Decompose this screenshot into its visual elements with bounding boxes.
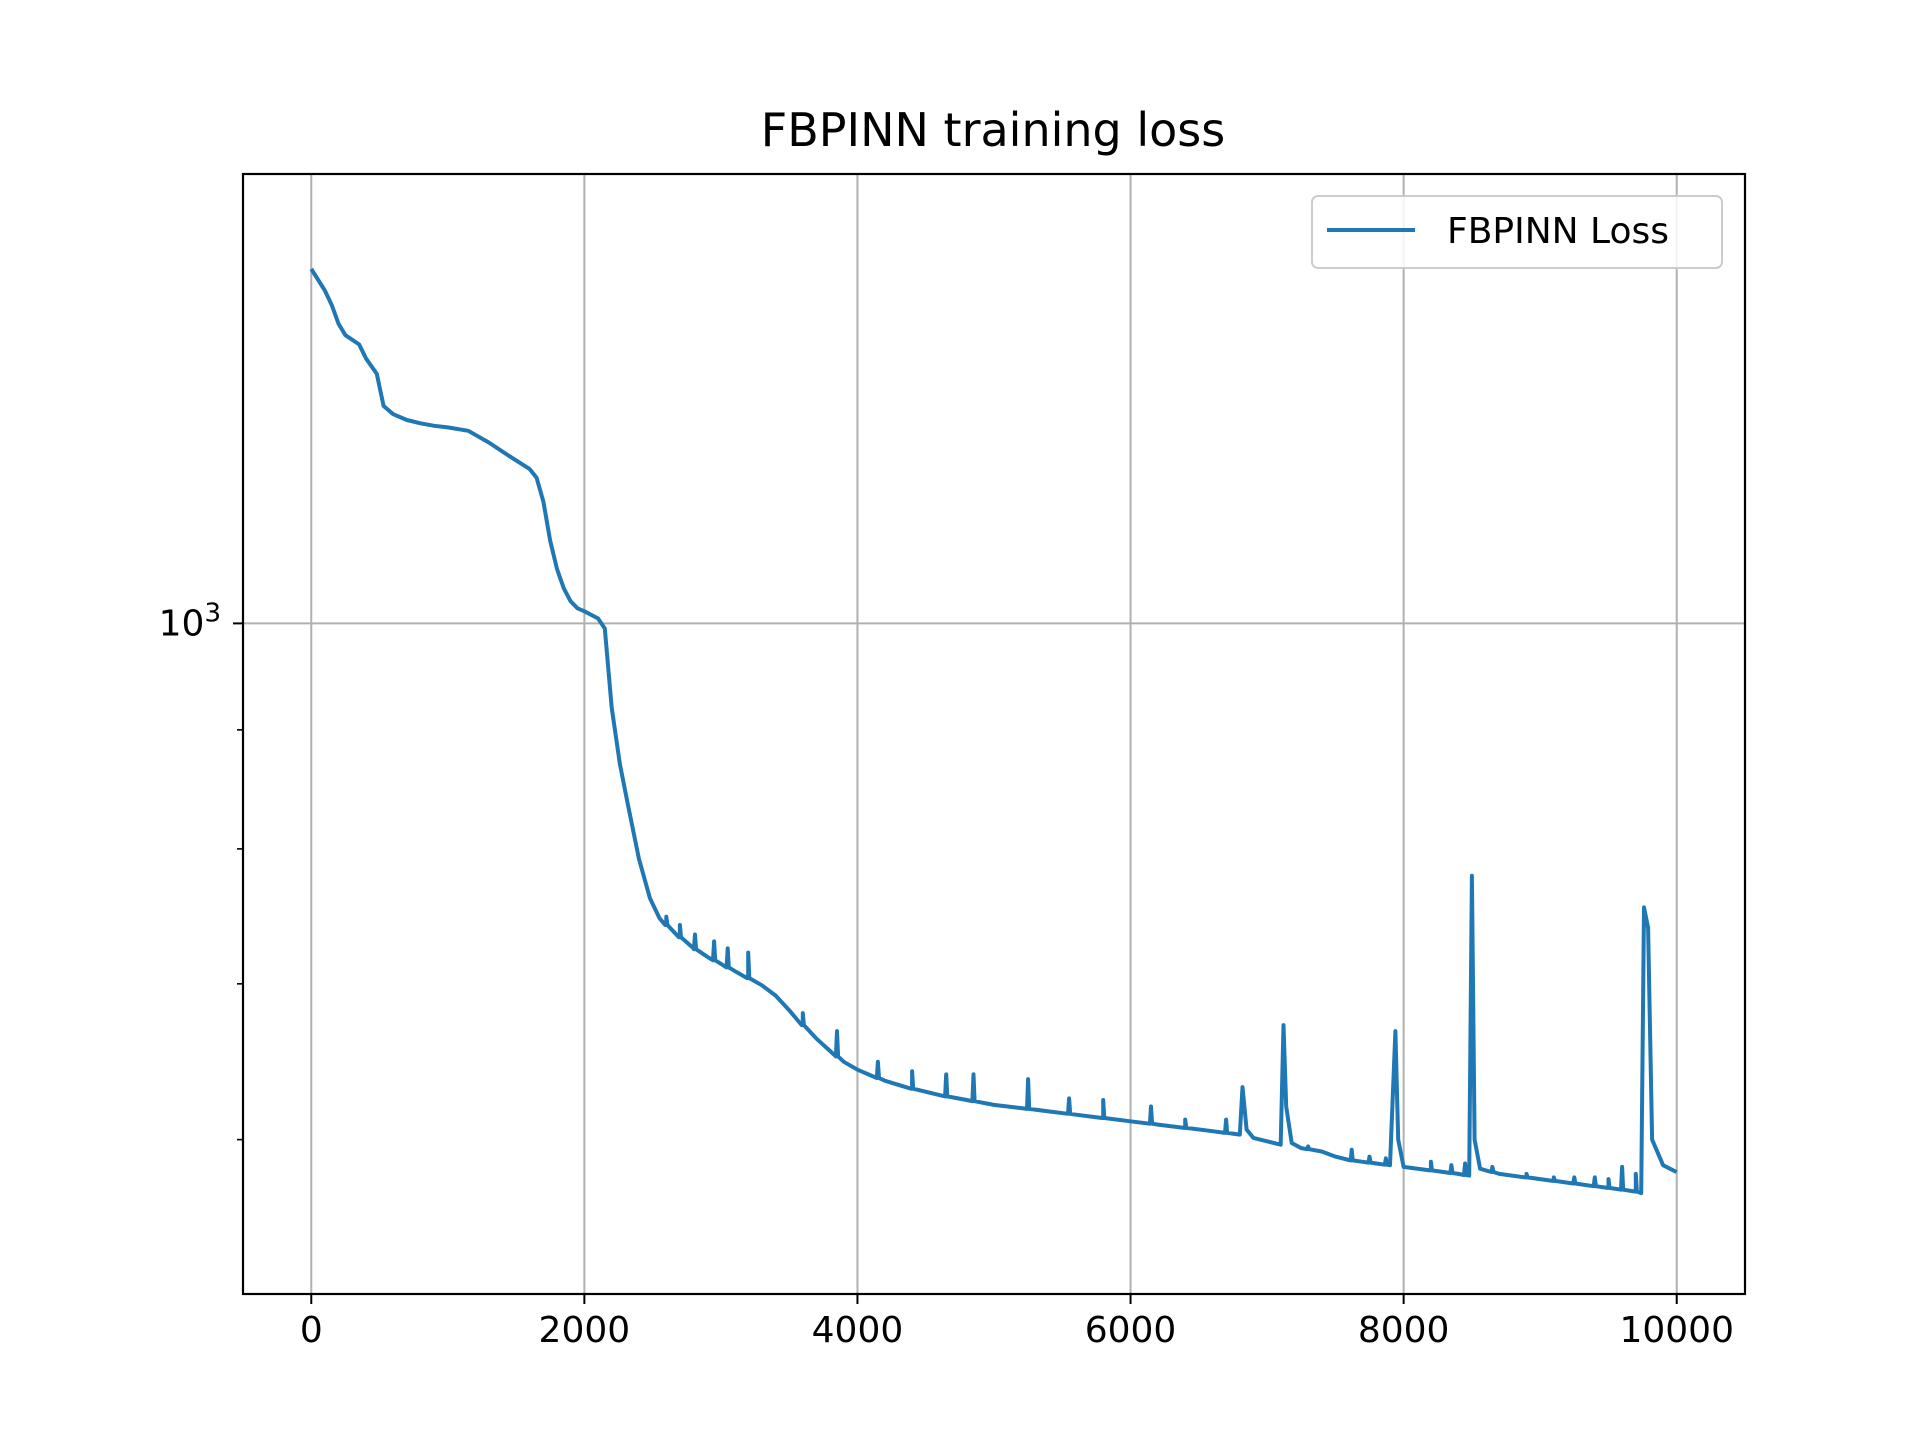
axis-ticks: 0 2000 4000 6000 8000 10000 103 <box>159 598 1734 1351</box>
x-tick-label: 10000 <box>1619 1310 1734 1351</box>
x-tick-label: 6000 <box>1085 1310 1177 1351</box>
x-tick-label: 2000 <box>539 1310 631 1351</box>
y-tick-label: 103 <box>159 598 221 644</box>
legend-box <box>1311 195 1723 269</box>
x-tick-label: 4000 <box>812 1310 904 1351</box>
grid-lines <box>243 174 1745 1294</box>
plot-frame <box>241 172 1747 1296</box>
x-tick-label: 0 <box>300 1310 323 1351</box>
series-layer <box>309 267 1678 1196</box>
chart-title: FBPINN training loss <box>761 103 1225 157</box>
legend: FBPINN Loss <box>1311 195 1723 269</box>
x-tick-label: 8000 <box>1358 1310 1450 1351</box>
legend-label: FBPINN Loss <box>1447 211 1669 252</box>
loss-series-line <box>309 267 1678 1196</box>
